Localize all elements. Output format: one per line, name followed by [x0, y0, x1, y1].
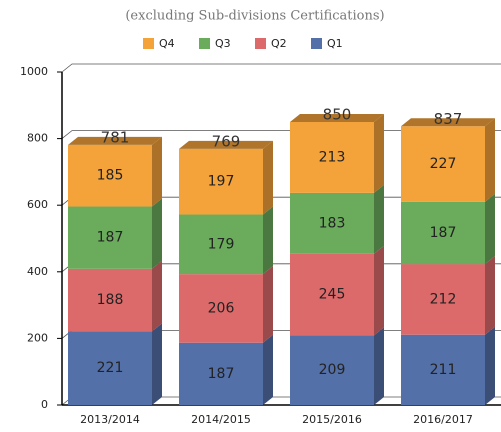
- value-label: 206: [208, 300, 235, 316]
- bar-side: [374, 327, 384, 405]
- bar: [179, 342, 263, 405]
- bar-side: [263, 266, 273, 343]
- value-label: 183: [319, 215, 346, 231]
- value-label: 187: [208, 366, 235, 382]
- bar: [401, 201, 485, 265]
- bar: [179, 148, 263, 215]
- y-tick-label: 800: [27, 132, 48, 145]
- legend-swatch: [143, 38, 154, 49]
- bar-side: [152, 198, 162, 269]
- bar-side: [263, 334, 273, 405]
- total-label: 837: [434, 110, 463, 128]
- bar: [68, 144, 152, 207]
- bar: [290, 335, 374, 405]
- x-tick-label: 2013/2014: [80, 413, 140, 426]
- bar: [68, 268, 152, 332]
- x-tick-label: 2014/2015: [191, 413, 251, 426]
- y-tick-label: 400: [27, 265, 48, 278]
- bar-side: [263, 206, 273, 275]
- bar: [401, 264, 485, 335]
- y-tick-label: 1000: [20, 65, 48, 78]
- y-tick-label: 0: [41, 398, 48, 411]
- value-label: 227: [430, 156, 457, 172]
- bar-side: [152, 136, 162, 207]
- grid-line: [61, 63, 501, 73]
- legend-label: Q4: [159, 37, 175, 50]
- x-tick-label: 2015/2016: [302, 413, 362, 426]
- bar: [401, 334, 485, 405]
- bar-side: [263, 140, 273, 215]
- total-label: 769: [212, 132, 241, 150]
- value-label: 209: [319, 362, 346, 378]
- value-label: 179: [208, 236, 235, 252]
- bar: [290, 253, 374, 336]
- x-tick-label: 2016/2017: [413, 413, 473, 426]
- legend-swatch: [255, 38, 266, 49]
- value-label: 188: [97, 292, 124, 308]
- bar-side: [485, 326, 495, 405]
- legend-swatch: [199, 38, 210, 49]
- value-label: 211: [430, 362, 457, 378]
- value-label: 221: [97, 360, 124, 376]
- bar-side: [374, 245, 384, 336]
- bar: [179, 274, 263, 343]
- bar-side: [152, 323, 162, 405]
- bar: [179, 214, 263, 275]
- bar-side: [485, 193, 495, 265]
- legend-label: Q3: [215, 37, 231, 50]
- bar-top: [68, 136, 162, 145]
- value-label: 245: [319, 287, 346, 303]
- chart-subtitle: (excluding Sub-divisions Certifications): [125, 9, 384, 24]
- value-label: 197: [208, 174, 235, 190]
- legend-label: Q2: [271, 37, 287, 50]
- bar-side: [152, 260, 162, 332]
- bar-top: [290, 113, 384, 122]
- legend-label: Q1: [327, 37, 343, 50]
- total-label: 850: [323, 105, 352, 123]
- y-tick-label: 600: [27, 198, 48, 211]
- bar-top: [179, 140, 273, 149]
- bar: [68, 331, 152, 405]
- bar-top: [401, 118, 495, 127]
- bar-side: [485, 256, 495, 335]
- bar: [290, 121, 374, 193]
- value-label: 187: [430, 225, 457, 241]
- value-label: 212: [430, 291, 457, 307]
- value-label: 185: [97, 168, 124, 184]
- legend-swatch: [311, 38, 322, 49]
- total-label: 781: [101, 128, 130, 146]
- value-label: 187: [97, 230, 124, 246]
- bar-side: [485, 118, 495, 202]
- bar: [290, 192, 374, 254]
- bar: [401, 126, 485, 202]
- bar-side: [374, 113, 384, 193]
- bar: [68, 206, 152, 269]
- value-label: 213: [319, 149, 346, 165]
- bar-side: [374, 184, 384, 254]
- y-tick-label: 200: [27, 331, 48, 344]
